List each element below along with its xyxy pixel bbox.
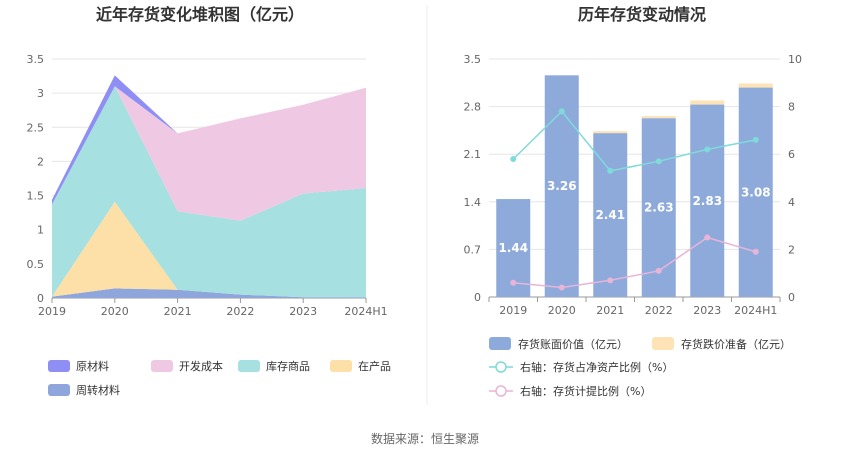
left-y-tick-label: 1 [37,224,44,237]
right-y-tick-label: 0 [474,291,481,304]
legend-label: 右轴：存货计提比例（%） [520,384,651,398]
legend-label: 开发成本 [179,359,223,373]
right-y2-tick-label: 6 [788,148,795,161]
legend-swatch [48,360,70,372]
legend-swatch [652,337,674,350]
line-point-1 [704,234,711,241]
bar-value-label: 3.08 [741,185,771,199]
bar-value-label: 3.26 [547,179,577,193]
left-y-axis: 0 0.5 1 1.5 2 2.5 3 3.5 [27,53,45,305]
right-y2-tick-label: 4 [788,196,795,209]
right-chart-title: 历年存货变动情况 [578,5,706,24]
bar-book-value [738,87,773,297]
left-y-tick-label: 1.5 [27,190,45,203]
legend-swatch [48,384,70,396]
right-x-axis: 2019 2020 2021 2022 2023 2024H1 [488,297,781,317]
area-series-1 [52,201,366,298]
left-y-tick-label: 0 [37,292,44,305]
bar-book-value [690,104,725,297]
line-point-1 [607,277,614,284]
legend-label: 周转材料 [76,383,120,397]
right-gridlines [489,58,780,298]
right-y-tick-label: 1.4 [464,196,482,209]
left-x-axis: 2019 2020 2021 2022 2023 2024H1 [38,298,388,318]
right-lines [510,108,759,291]
left-x-tick-label: 2022 [226,305,254,318]
left-y-tick-label: 3.5 [27,53,45,66]
legend-swatch [489,337,511,350]
right-y2-axis: 0 2 4 6 8 10 [788,53,802,304]
line-point-0 [704,146,711,153]
right-y-axis: 0 0.7 1.4 2.1 2.8 3.5 [464,53,482,304]
right-bars: 1.44 3.26 2.41 2.63 2.83 3.08 [496,75,773,297]
right-y-tick-label: 3.5 [464,53,482,66]
legend-label: 原材料 [76,359,109,373]
line-point-1 [752,248,759,255]
left-x-tick-label: 2019 [38,305,66,318]
right-y2-tick-label: 8 [788,101,795,114]
area-series-3 [52,86,366,221]
right-y2-tick-label: 2 [788,243,795,256]
bar-value-label: 2.41 [595,208,625,222]
line-point-0 [558,108,565,115]
legend-label: 右轴：存货占净资产比例（%） [520,360,673,374]
right-x-tick-label: 2020 [548,304,576,317]
stacked-area-chart: 近年存货变化堆积图（亿元） 00.511.522.533.5 2019 2020 2… [27,5,392,397]
legend-swatch [151,360,173,372]
line-point-0 [510,155,517,162]
right-x-tick-label: 2023 [693,304,721,317]
right-legend: 存货账面价值（亿元） 存货跌价准备（亿元） 右轴：存货占净资产比例（%） 右轴：存货计… [489,337,791,398]
legend-label: 库存商品 [266,359,310,373]
left-y-tick-label: 2 [37,155,44,168]
bar-impairment [593,131,628,134]
area-series-0 [52,288,366,298]
left-x-tick-label: 2021 [164,305,192,318]
right-x-tick-label: 2019 [499,304,527,317]
bar-value-label: 1.44 [498,241,528,255]
legend-marker [495,385,507,397]
area-series-2 [52,86,366,298]
bar-impairment [641,116,676,119]
left-y-tick-label: 0.5 [27,258,45,271]
right-x-tick-label: 2024H1 [734,304,777,317]
left-y-tick-label: 3 [37,87,44,100]
legend-marker [495,361,507,373]
right-y-tick-label: 2.1 [464,148,482,161]
bar-value-label: 2.83 [692,194,722,208]
left-area-series [52,75,366,298]
legend-swatch [330,360,352,372]
right-y-tick-label: 2.8 [464,101,482,114]
left-x-tick-label: 2020 [101,305,129,318]
right-y2-tick-label: 10 [788,53,802,66]
bar-book-value [593,133,628,297]
left-chart-title: 近年存货变化堆积图（亿元） [96,5,304,24]
legend-swatch [238,360,260,372]
line-point-0 [752,136,759,143]
line-point-1 [655,267,662,274]
data-source: 数据来源：恒生聚源 [371,431,479,446]
right-y2-tick-label: 0 [788,291,795,304]
bar-book-value [641,118,676,297]
line-series-0 [512,110,756,172]
bar-line-chart: 历年存货变动情况 1.443.262.412.63 2.833.08 00.71.… [464,5,803,398]
left-y-tick-label: 2.5 [27,121,45,134]
line-series-1 [513,236,757,289]
bar-value-label: 2.63 [644,201,674,215]
line-point-0 [607,167,614,174]
line-point-0 [655,158,662,165]
bar-impairment [738,83,773,88]
right-y-tick-label: 0.7 [464,243,482,256]
left-x-tick-label: 2024H1 [344,305,387,318]
right-x-tick-label: 2022 [645,304,673,317]
legend-label: 存货账面价值（亿元） [518,337,628,351]
line-point-1 [510,279,517,286]
left-x-tick-label: 2023 [289,305,317,318]
legend-label: 在产品 [358,359,391,373]
legend-label: 存货跌价准备（亿元） [681,337,791,351]
line-point-1 [558,284,565,291]
bar-impairment [690,100,725,105]
right-x-tick-label: 2021 [596,304,624,317]
